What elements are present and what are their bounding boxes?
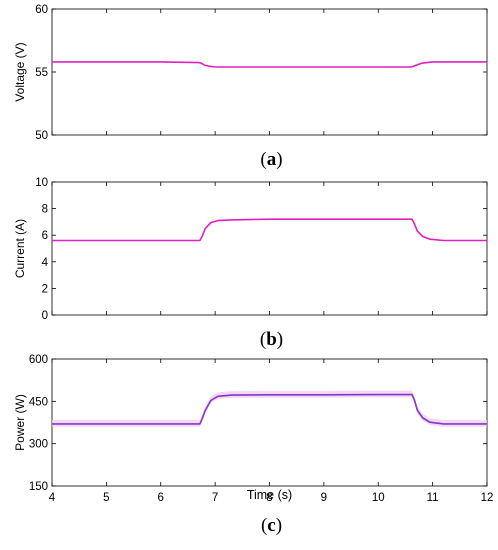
y-axis-label: Voltage (V) <box>13 42 27 101</box>
x-tick-label: 4 <box>49 492 56 504</box>
chart-panel-a: 50 55 60 Voltage (V) (a) <box>13 4 488 170</box>
x-tick-label: 8 <box>266 492 272 504</box>
y-tick-label: 50 <box>35 130 48 142</box>
plot-frame <box>51 181 488 316</box>
x-tick-label: 12 <box>481 492 494 504</box>
panel-caption: (c) <box>261 515 282 536</box>
panel-caption: (a) <box>260 149 282 170</box>
x-tick-label: 6 <box>158 492 164 504</box>
series-band <box>52 390 487 427</box>
x-tick-label: 5 <box>103 492 109 504</box>
y-tick-label: 6 <box>42 230 48 242</box>
y-tick-label: 600 <box>29 354 48 366</box>
x-axis-label: Time (s) <box>247 488 292 502</box>
series-line <box>52 218 487 242</box>
y-tick-label: 55 <box>35 67 48 79</box>
y-axis-label: Current (A) <box>13 219 27 278</box>
chart-panel-b: 0 2 4 6 8 10 Current (A) (b) <box>13 177 488 350</box>
y-tick-label: 10 <box>35 177 48 189</box>
x-tick-label: 11 <box>427 492 439 504</box>
y-tick-label: 2 <box>42 283 48 295</box>
y-tick-label: 0 <box>42 310 48 322</box>
panel-caption: (b) <box>260 329 283 350</box>
x-tick-label: 9 <box>321 492 327 504</box>
x-tick-label: 7 <box>212 492 218 504</box>
x-tick-label: 10 <box>372 492 385 504</box>
plot-frame <box>51 8 488 136</box>
y-tick-label: 300 <box>29 439 48 451</box>
series-line <box>52 393 487 425</box>
y-tick-label: 150 <box>29 481 48 493</box>
y-tick-label: 60 <box>35 4 48 16</box>
chart-panel-c: 150 300 450 600 4 5 6 7 8 9 10 11 12 Power (W) Time (s… <box>13 354 493 536</box>
series-line <box>52 61 487 68</box>
y-tick-label: 4 <box>42 257 49 269</box>
y-axis-label: Power (W) <box>13 394 27 451</box>
y-tick-label: 8 <box>42 204 48 216</box>
y-tick-label: 450 <box>29 396 48 408</box>
